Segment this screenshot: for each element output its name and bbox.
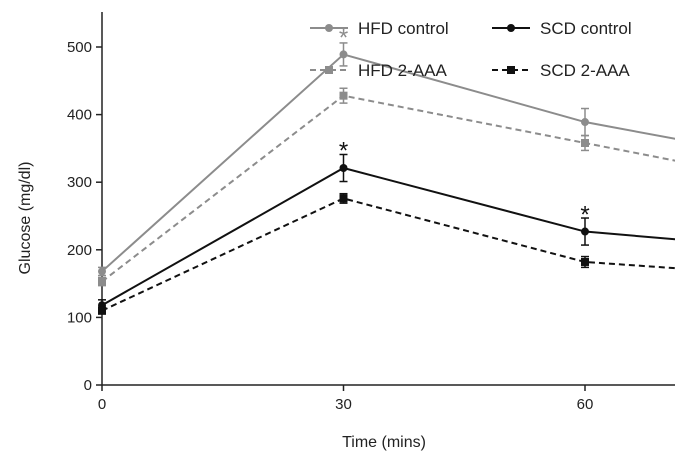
- legend-marker: [325, 66, 333, 74]
- data-point: [98, 306, 106, 315]
- legend-item: SCD 2-AAA: [492, 61, 630, 80]
- y-tick-label: 0: [84, 377, 92, 394]
- x-tick-label: 0: [98, 396, 106, 413]
- x-tick-label: 30: [335, 396, 352, 413]
- legend-label: SCD control: [540, 19, 632, 38]
- y-tick-label: 400: [67, 107, 92, 124]
- legend-marker: [507, 24, 515, 32]
- series-line: [101, 94, 675, 283]
- data-point: [581, 138, 589, 147]
- y-tick-label: 300: [67, 174, 92, 191]
- data-point: [98, 267, 106, 276]
- legend-item: SCD control: [492, 19, 632, 38]
- legend-item: HFD 2-AAA: [310, 61, 447, 80]
- data-point: [339, 91, 348, 100]
- data-point: [339, 50, 348, 59]
- significance-marker: *: [339, 137, 348, 164]
- x-axis: 0306090120: [98, 384, 675, 413]
- legend-marker: [325, 24, 333, 32]
- legend-label: SCD 2-AAA: [540, 61, 630, 80]
- legend-label: HFD control: [358, 19, 449, 38]
- y-tick-label: 500: [67, 39, 92, 56]
- series-line: [101, 166, 675, 307]
- series-scd-control: [98, 153, 675, 312]
- y-tick-label: 100: [67, 309, 92, 326]
- data-point: [581, 118, 589, 127]
- y-tick-label: 200: [67, 242, 92, 259]
- x-tick-label: 60: [577, 396, 594, 413]
- series-scd-2-aaa: [98, 192, 675, 315]
- series-hfd-2-aaa: [98, 87, 675, 287]
- legend-label: HFD 2-AAA: [358, 61, 447, 80]
- legend-item: HFD control: [310, 19, 449, 38]
- y-axis: 0 100 200 300 400 500: [67, 12, 103, 394]
- legend: HFD control HFD 2-AAA SCD control SCD 2-AAA: [310, 19, 632, 80]
- data-point: [339, 194, 348, 203]
- data-point: [98, 277, 106, 286]
- significance-marker: *: [339, 24, 348, 51]
- y-axis-title: Glucose (mg/dl): [17, 162, 34, 275]
- legend-marker: [507, 66, 515, 74]
- series-line: [101, 53, 675, 273]
- plot-area: *****: [98, 24, 675, 315]
- significance-marker: *: [580, 202, 589, 229]
- x-axis-title: Time (mins): [342, 434, 426, 451]
- data-point: [581, 227, 589, 236]
- series-line: [101, 197, 675, 312]
- data-point: [581, 257, 589, 266]
- data-point: [339, 164, 348, 173]
